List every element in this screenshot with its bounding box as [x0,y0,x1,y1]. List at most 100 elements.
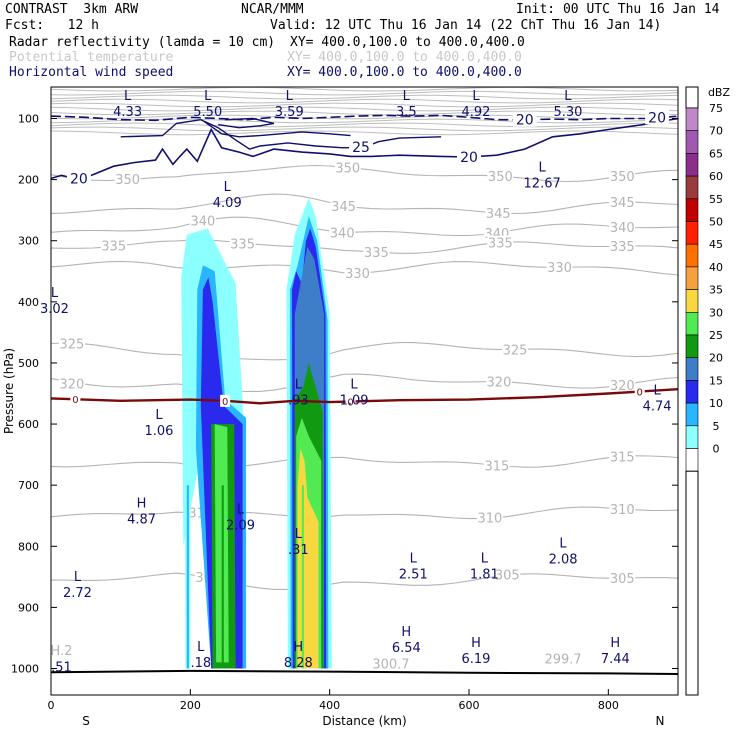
freezing-level-label: 0 [636,388,642,399]
wind-label-bg [457,149,481,164]
theta-label-bg [114,172,141,186]
colorbar-swatch [685,153,699,177]
surface-value-label: 300.7 [372,658,409,673]
wind-label-20: 20 [460,150,478,166]
colorbar-base [685,470,699,696]
extremum-value: 2.08 [549,552,578,567]
colorbar-level-label: 70 [709,125,723,138]
theta-contour-345 [51,193,678,215]
theta-label-335: 335 [364,246,389,261]
wind-label-bg [66,170,91,186]
extremum-high-symbol: H [610,636,620,651]
theta-label-330: 330 [345,267,370,282]
stratosphere-theta-line [51,106,678,112]
colorbar-level-label: 50 [709,216,723,229]
colorbar-level-label: 65 [709,147,723,160]
theta-label-335: 335 [610,240,635,255]
stratosphere-theta-line [51,114,678,120]
theta-label-340: 340 [610,221,635,236]
wind-label-20: 20 [516,113,534,129]
colorbar-level-label: 0 [713,443,720,456]
theta-label-350: 350 [335,162,360,177]
wind-contour-20 [51,117,678,181]
wind-label-bg [645,109,670,125]
extremum-low-symbol: L [559,536,567,551]
theta-label-bg [494,567,521,581]
theta-label-350: 350 [610,170,635,185]
y-tick-label: 400 [18,296,39,309]
plot-background [51,87,678,695]
theta-label-325: 325 [503,343,528,358]
extremum-value: 2.72 [63,586,92,601]
extremum-value: 2.09 [226,519,255,534]
wind-label-20: 20 [648,110,666,126]
colorbar-swatch [685,357,699,381]
extremum-value: 3.02 [40,302,69,317]
theta-label-320: 320 [59,377,84,392]
extremum-value: 7.44 [601,652,630,667]
extremum-low-symbol: L [124,89,132,104]
theta-label-bg [485,205,512,219]
colorbar-level-label: 55 [709,193,723,206]
colorbar-swatch [685,402,699,427]
colorbar-level-label: 60 [709,170,723,183]
freezing-level-label: 0 [222,397,228,408]
field-reflectivity-xy: XY= 400.0,100.0 to 400.0,400.0 [290,35,525,50]
field-wind-xy: XY= 400.0,100.0 to 400.0,400.0 [287,65,522,80]
extremum-value: 3.59 [275,105,304,120]
extremum-low-symbol: L [74,570,82,585]
model-title: CONTRAST 3km ARW [5,2,139,17]
x-axis-north-label: N [656,714,665,728]
extremum-high-symbol: H [137,497,147,512]
forecast-hour: Fcst: 12 h [5,18,99,33]
extremum-value: 4.74 [643,400,672,415]
plot-frame [50,86,679,696]
x-tick-label: 200 [180,699,201,712]
y-tick-label: 600 [18,418,39,431]
extremum-low-symbol: L [224,180,232,195]
extremum-value: 4.87 [127,513,156,528]
theta-label-335: 335 [230,237,255,252]
wind-label-20: 20 [70,171,88,187]
extremum-low-symbol: L [295,527,303,542]
theta-label-bg [487,235,514,249]
extremum-low-symbol: L [539,161,547,176]
colorbar-level-label: 35 [709,284,723,297]
wind-contour-30 [218,117,275,129]
theta-label-350: 350 [115,173,140,188]
field-reflectivity-label: Radar reflectivity (lamda = 10 cm) [9,35,276,50]
theta-contour-340 [51,216,678,237]
theta-contour-310 [51,506,678,520]
theta-label-bg [476,510,503,524]
colorbar-level-label: 5 [713,420,720,433]
y-tick-label: 1000 [11,663,39,676]
stratosphere-theta-line [51,90,678,96]
extremum-low-symbol: L [403,89,411,104]
reflectivity-30dbz [301,485,304,669]
extremum-low-symbol: L [653,384,661,399]
freezing-label-bg [70,393,81,406]
extremum-value: 5.50 [193,105,222,120]
stratosphere-theta-line [51,126,678,132]
stratosphere-theta-line [51,122,678,128]
colorbar-swatch [685,266,699,290]
stratosphere-theta-line [51,94,678,100]
colorbar-swatch [685,311,699,336]
colorbar-level-label: 45 [709,238,723,251]
theta-label-bg [485,374,512,388]
theta-label-bg [363,244,390,258]
colorbar-level-label: 40 [709,261,723,274]
x-tick-label: 400 [319,699,340,712]
y-axis-label: Pressure (hPa) [2,348,16,434]
y-tick-label: 900 [18,601,39,614]
theta-contour-320 [51,373,678,393]
extremum-value: 4.92 [461,105,490,120]
extremum-high-symbol: H [401,625,411,640]
extremum-value: 6.19 [461,652,490,667]
field-theta-xy: XY= 400.0,100.0 to 400.0,400.0 [287,50,522,65]
extremum-low-symbol: L [286,89,294,104]
theta-contour-350 [51,164,678,183]
extremum-high-symbol: H [471,636,481,651]
terrain-line [51,669,678,675]
